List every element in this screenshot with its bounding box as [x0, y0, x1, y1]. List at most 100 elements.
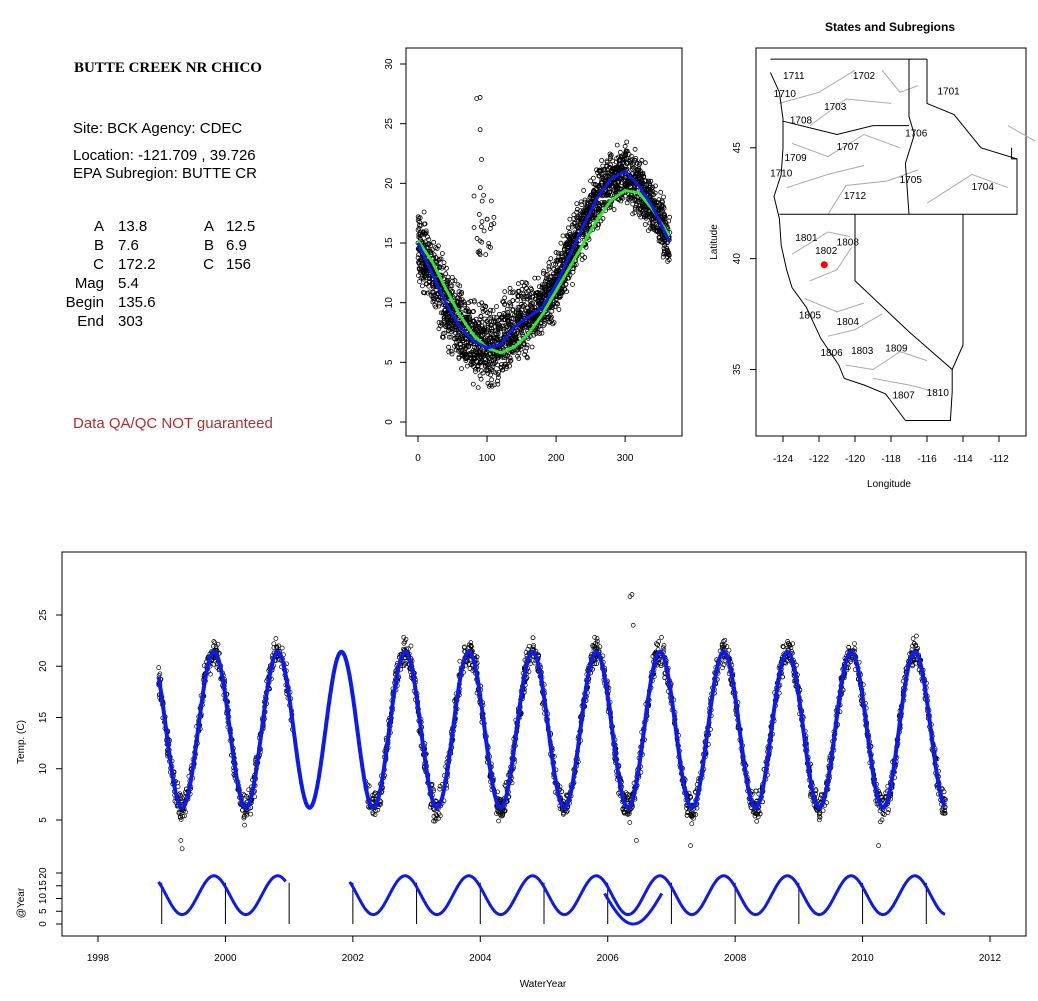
- data-point: [536, 300, 541, 306]
- data-point: [649, 212, 655, 218]
- data-point: [476, 331, 482, 337]
- data-point: [517, 309, 523, 315]
- data-point: [524, 280, 530, 286]
- data-point: [456, 355, 462, 361]
- data-point: [617, 167, 622, 173]
- param-label-begin: Begin: [66, 294, 104, 311]
- data-point: [632, 206, 638, 212]
- data-point: [463, 307, 469, 313]
- region-label: 1704: [972, 182, 995, 193]
- data-point: [491, 353, 497, 359]
- data-point: [527, 298, 533, 304]
- data-point: [529, 304, 534, 309]
- data-point: [587, 194, 593, 200]
- subregion-boundary: [827, 313, 883, 337]
- data-point: [485, 380, 491, 386]
- data-point: [556, 254, 562, 260]
- data-point: [529, 344, 535, 350]
- data-point: [578, 221, 583, 227]
- data-point: [565, 275, 571, 281]
- data-point: [478, 224, 484, 230]
- data-point: [425, 234, 430, 240]
- data-point: [531, 332, 537, 338]
- data-point: [425, 245, 431, 250]
- data-point: [446, 344, 451, 350]
- data-point: [597, 169, 603, 175]
- data-point: [510, 307, 516, 313]
- data-point: [614, 142, 620, 148]
- data-point: [448, 334, 454, 340]
- data-point: [650, 184, 656, 190]
- data-point: [653, 183, 658, 189]
- data-point: [661, 250, 667, 256]
- data-point: [632, 146, 638, 152]
- data-point: [441, 260, 447, 266]
- region-label: 1807: [892, 390, 915, 401]
- data-point: [440, 310, 446, 316]
- data-point: [447, 320, 453, 326]
- site-agency-line: Site: BCK Agency: CDEC: [73, 120, 242, 137]
- data-point: [547, 319, 553, 325]
- state-boundary: [926, 59, 1018, 160]
- data-point: [640, 171, 645, 177]
- data-point: [531, 317, 537, 323]
- data-point: [532, 296, 538, 302]
- data-point: [460, 333, 466, 339]
- state-boundary: [904, 59, 915, 215]
- data-point: [502, 295, 508, 301]
- data-point: [482, 324, 488, 330]
- data-point: [471, 319, 477, 324]
- region-label: 1810: [927, 388, 950, 399]
- data-point: [551, 261, 556, 267]
- region-label: 1806: [820, 348, 843, 359]
- region-label: 1809: [885, 344, 908, 355]
- data-point: [480, 308, 486, 314]
- data-point: [642, 160, 648, 166]
- data-point: [457, 292, 463, 298]
- data-point: [616, 179, 622, 185]
- data-point: [432, 292, 438, 298]
- region-label: 1802: [815, 246, 838, 257]
- data-point: [607, 164, 612, 170]
- data-point: [574, 209, 580, 215]
- data-point: [636, 161, 642, 167]
- data-point: [442, 323, 448, 329]
- data-point: [662, 240, 668, 246]
- data-point: [433, 304, 439, 310]
- data-point: [539, 330, 545, 336]
- data-point: [532, 275, 538, 281]
- data-point: [630, 211, 635, 217]
- data-point: [480, 354, 486, 359]
- data-point: [559, 251, 565, 256]
- data-point: [533, 327, 539, 333]
- region-label: 1702: [853, 71, 876, 82]
- data-point: [643, 213, 649, 218]
- data-point: [471, 354, 477, 360]
- data-point: [417, 279, 422, 285]
- data-point: [604, 174, 609, 180]
- data-point: [594, 206, 600, 212]
- param-label-mag: Mag: [75, 275, 104, 292]
- data-point: [491, 314, 497, 320]
- data-point: [440, 334, 446, 340]
- data-point: [661, 248, 667, 254]
- data-point: [521, 296, 526, 302]
- data-point: [479, 319, 485, 325]
- data-point: [438, 310, 444, 316]
- data-point: [649, 191, 655, 197]
- data-point: [640, 207, 646, 213]
- green-fit-line: [416, 188, 671, 355]
- data-point: [537, 331, 542, 337]
- data-point: [496, 369, 501, 375]
- subregion-boundary: [786, 165, 865, 189]
- data-point: [483, 252, 489, 258]
- data-point: [556, 307, 562, 312]
- data-point: [553, 297, 559, 303]
- data-point: [503, 343, 509, 349]
- data-point: [447, 283, 453, 289]
- data-point: [581, 210, 587, 216]
- data-point: [543, 273, 549, 278]
- x-tick-label: 200: [548, 453, 565, 464]
- data-point: [635, 198, 641, 204]
- data-point: [588, 199, 594, 205]
